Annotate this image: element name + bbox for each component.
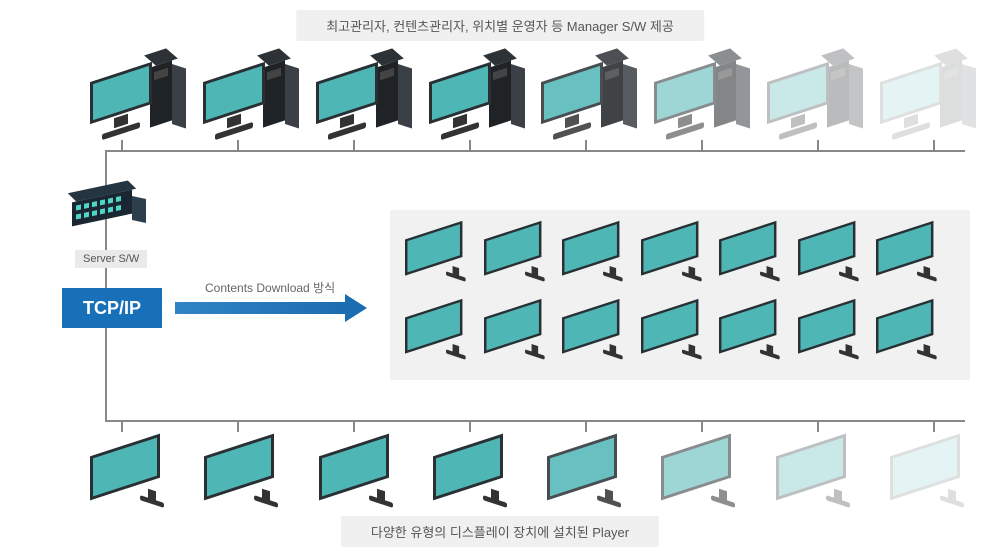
display (484, 300, 548, 353)
display (484, 222, 548, 275)
workstation (541, 58, 641, 148)
download-arrow-icon (175, 294, 367, 322)
display (433, 435, 523, 500)
display (405, 222, 469, 275)
display (641, 222, 705, 275)
display (319, 435, 409, 500)
server-sw-label: Server S/W (75, 250, 147, 268)
managers-row (90, 58, 980, 148)
display (776, 435, 866, 500)
display (719, 222, 783, 275)
workstation (767, 58, 867, 148)
display (890, 435, 980, 500)
workstation (654, 58, 754, 148)
display (562, 300, 626, 353)
workstation (316, 58, 416, 148)
top-banner: 최고관리자, 컨텐츠관리자, 위치별 운영자 등 Manager S/W 제공 (296, 10, 704, 41)
display (876, 300, 940, 353)
bottom-banner: 다양한 유형의 디스플레이 장치에 설치된 Player (341, 516, 659, 547)
display (90, 435, 180, 500)
display (204, 435, 294, 500)
bus-line-bottom (105, 420, 965, 422)
display (719, 300, 783, 353)
server-switch-icon (72, 190, 147, 222)
display (876, 222, 940, 275)
workstation (90, 58, 190, 148)
workstation (880, 58, 980, 148)
players-row (90, 435, 980, 500)
display (641, 300, 705, 353)
workstation (203, 58, 303, 148)
display (661, 435, 751, 500)
workstation (429, 58, 529, 148)
display (547, 435, 637, 500)
bus-line-top (105, 150, 965, 152)
display (562, 222, 626, 275)
display (798, 222, 862, 275)
player-cluster (390, 210, 970, 380)
display (798, 300, 862, 353)
protocol-badge: TCP/IP (62, 288, 162, 328)
display (405, 300, 469, 353)
